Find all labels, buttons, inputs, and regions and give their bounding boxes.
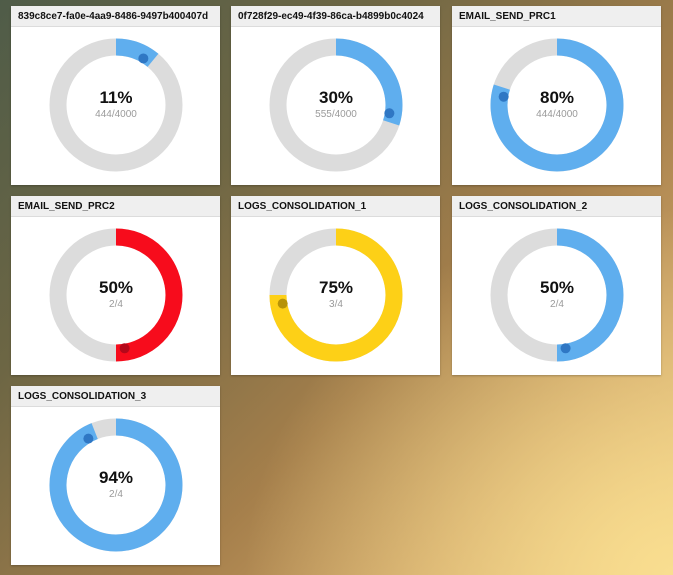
gauge-handle xyxy=(83,433,94,444)
gauge-handle xyxy=(119,343,130,354)
gauge-handle xyxy=(384,108,395,119)
widget-card[interactable]: LOGS_CONSOLIDATION_2 50% 2/4 xyxy=(452,196,661,375)
gauge-handle xyxy=(560,343,571,354)
progress-gauge: 80% 444/4000 xyxy=(490,38,624,172)
widget-card[interactable]: 839c8ce7-fa0e-4aa9-8486-9497b400407d 11%… xyxy=(11,6,220,185)
gauge-arc xyxy=(49,418,183,552)
progress-gauge: 30% 555/4000 xyxy=(269,38,403,172)
progress-gauge: 50% 2/4 xyxy=(490,228,624,362)
widget-title: LOGS_CONSOLIDATION_3 xyxy=(11,386,220,407)
progress-gauge: 50% 2/4 xyxy=(49,228,183,362)
gauge-arc xyxy=(115,38,159,68)
widget-title: 839c8ce7-fa0e-4aa9-8486-9497b400407d xyxy=(11,6,220,27)
gauge-handle xyxy=(498,91,509,102)
gauge-arc xyxy=(335,38,403,126)
widget-card[interactable]: EMAIL_SEND_PRC2 50% 2/4 xyxy=(11,196,220,375)
widget-title: 0f728f29-ec49-4f39-86ca-b4899b0c4024 xyxy=(231,6,440,27)
progress-gauge: 75% 3/4 xyxy=(269,228,403,362)
gauge-arc xyxy=(115,228,183,362)
widget-title: LOGS_CONSOLIDATION_1 xyxy=(231,196,440,217)
gauge-handle xyxy=(138,53,149,64)
gauge-arc xyxy=(556,228,624,362)
gauge-arc xyxy=(490,38,624,172)
widget-card[interactable]: LOGS_CONSOLIDATION_3 94% 2/4 xyxy=(11,386,220,565)
progress-gauge: 94% 2/4 xyxy=(49,418,183,552)
gauge-arc xyxy=(269,228,403,362)
widget-card[interactable]: 0f728f29-ec49-4f39-86ca-b4899b0c4024 30%… xyxy=(231,6,440,185)
progress-gauge: 11% 444/4000 xyxy=(49,38,183,172)
widget-title: EMAIL_SEND_PRC2 xyxy=(11,196,220,217)
widget-card[interactable]: EMAIL_SEND_PRC1 80% 444/4000 xyxy=(452,6,661,185)
gauge-handle xyxy=(277,298,288,309)
widget-title: LOGS_CONSOLIDATION_2 xyxy=(452,196,661,217)
widget-card[interactable]: LOGS_CONSOLIDATION_1 75% 3/4 xyxy=(231,196,440,375)
widget-title: EMAIL_SEND_PRC1 xyxy=(452,6,661,27)
gauge-track xyxy=(49,38,183,172)
